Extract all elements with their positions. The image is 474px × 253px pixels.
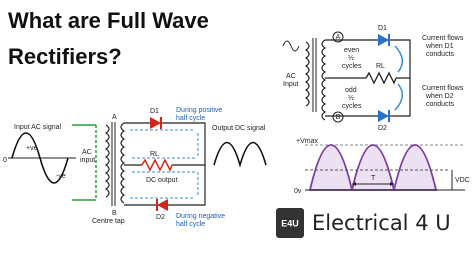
label: +Vmax (296, 138, 318, 145)
label: During positive (176, 107, 222, 114)
label: input (80, 157, 95, 164)
polyline-shape (141, 158, 173, 172)
path-shape (104, 124, 110, 198)
label: Input AC signal (14, 124, 62, 131)
circle-shape (332, 31, 344, 43)
path-shape (11, 132, 69, 184)
polygon-shape (352, 182, 356, 186)
label: D1 (150, 108, 159, 115)
circle-shape (332, 111, 344, 123)
logo: E4U Electrical 4 U (276, 208, 451, 238)
logo-badge: E4U (281, 218, 299, 228)
title-line: What are Full Wave (8, 8, 209, 33)
label: T (371, 175, 376, 182)
label: RL (150, 151, 159, 158)
waveform: +Vmax 0v T VDC (294, 138, 470, 195)
path-shape (394, 83, 404, 111)
label: AC (82, 149, 92, 156)
rect-shape (276, 208, 304, 238)
path-shape (213, 141, 267, 168)
logo-name: Electrical 4 U (312, 211, 451, 235)
label: cycles (342, 103, 362, 110)
label: ½ (348, 54, 354, 62)
label: D2 (156, 214, 165, 221)
path-shape (304, 41, 310, 107)
label: conducts (426, 101, 455, 108)
label: when D1 (425, 43, 454, 50)
polygon-shape (150, 117, 161, 129)
label: DC output (146, 177, 178, 184)
label: D2 (378, 125, 387, 132)
label: D1 (378, 25, 387, 32)
right-circuit: AC Input A B even ½ cycles odd ½ cycles … (282, 25, 464, 132)
label: +ve (26, 145, 38, 152)
label: half cycle (176, 115, 205, 122)
label: 0 (3, 157, 7, 164)
polygon-shape (157, 199, 168, 211)
g-shape (130, 129, 199, 199)
label: Current flows (422, 35, 464, 42)
label: ½ (348, 94, 354, 102)
label: Current flows (422, 85, 464, 92)
path-shape (282, 40, 300, 52)
title-line: Rectifiers? (8, 44, 122, 69)
label: VDC (455, 177, 470, 184)
polyline-shape (365, 71, 397, 85)
polygon-shape (390, 182, 394, 186)
label: 0v (294, 188, 302, 195)
label: -ve (56, 173, 66, 180)
polygon-shape (378, 110, 389, 122)
left-diagram: Input AC signal +ve -ve 0 AC input A B D… (3, 107, 267, 228)
label: A (336, 34, 341, 41)
label: B (336, 114, 341, 121)
path-shape (321, 39, 327, 121)
label: when D2 (425, 93, 454, 100)
path-shape (308, 144, 438, 191)
label: half cycle (176, 221, 205, 228)
label: Centre tap (92, 218, 125, 225)
label: During negative (176, 213, 225, 220)
label: AC (286, 73, 296, 80)
path-shape (394, 45, 404, 73)
label: B (112, 210, 117, 217)
label: Input (283, 81, 299, 88)
label: odd (345, 87, 357, 94)
label: A (112, 114, 117, 121)
label: even (344, 47, 359, 54)
label: cycles (342, 63, 362, 70)
label: conducts (426, 51, 455, 58)
label: RL (376, 63, 385, 70)
polygon-shape (378, 34, 389, 46)
label: Output DC signal (212, 125, 266, 132)
path-shape (120, 122, 126, 204)
